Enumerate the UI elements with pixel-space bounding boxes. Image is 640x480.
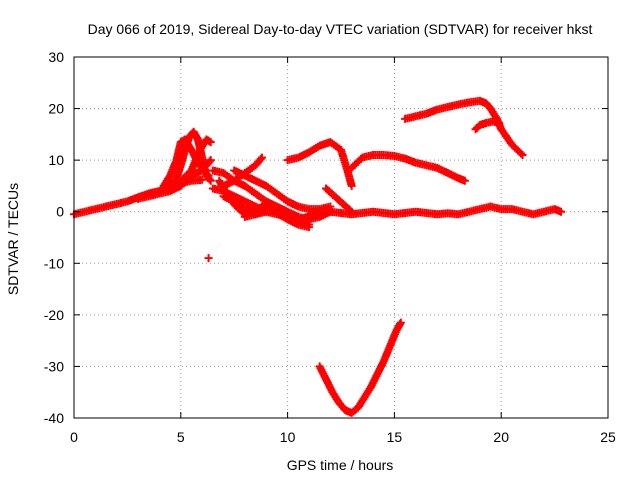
series-short-arc	[471, 117, 504, 134]
data-point	[206, 138, 215, 147]
data-point	[396, 318, 405, 327]
data-point	[257, 153, 266, 162]
grid	[74, 57, 608, 418]
data-point	[460, 176, 469, 185]
y-tick-label: -30	[44, 358, 64, 374]
data-point	[517, 149, 526, 158]
y-tick-label: 30	[48, 49, 64, 65]
data-point	[204, 254, 213, 263]
series-arc-d	[134, 166, 213, 203]
x-tick-label: 20	[493, 429, 509, 445]
y-tick-label: -20	[44, 307, 64, 323]
data-series	[70, 96, 566, 417]
data-point	[347, 181, 356, 190]
series-zero-band	[304, 202, 566, 219]
series-outlier	[204, 254, 213, 263]
series-afternoon-arc	[347, 150, 469, 185]
series-midday-hump	[283, 138, 356, 190]
data-point	[206, 176, 215, 185]
data-point	[202, 170, 211, 179]
data-point	[204, 171, 213, 180]
series-high-arc	[401, 96, 527, 159]
axis-ticks: 0 5 10 15 20 25 -40 -30 -20 -10 0 10 20 30	[44, 49, 616, 445]
x-axis-label: GPS time / hours	[287, 457, 394, 473]
y-axis-label: SDTVAR / TECUs	[5, 183, 21, 295]
y-tick-label: 0	[56, 204, 64, 220]
series-v-dip	[315, 318, 405, 417]
plot-frame	[73, 56, 609, 419]
y-tick-label: -40	[44, 410, 64, 426]
data-point	[256, 155, 265, 164]
data-point	[198, 175, 207, 184]
data-point	[304, 220, 313, 229]
data-point	[518, 150, 527, 159]
x-tick-label: 5	[177, 429, 185, 445]
y-tick-label: -10	[44, 255, 64, 271]
series-midday-drop	[322, 184, 356, 216]
data-point	[557, 207, 566, 216]
x-tick-label: 0	[70, 429, 78, 445]
data-point	[495, 119, 504, 128]
y-tick-label: 20	[48, 101, 64, 117]
chart-title: Day 066 of 2019, Sidereal Day-to-day VTE…	[88, 21, 593, 37]
x-tick-label: 15	[387, 429, 403, 445]
data-point	[205, 157, 214, 166]
x-tick-label: 10	[280, 429, 296, 445]
data-point	[206, 156, 215, 165]
y-tick-label: 10	[48, 152, 64, 168]
x-tick-label: 25	[600, 429, 616, 445]
series-cluster-g	[219, 192, 313, 229]
data-point	[205, 175, 214, 184]
